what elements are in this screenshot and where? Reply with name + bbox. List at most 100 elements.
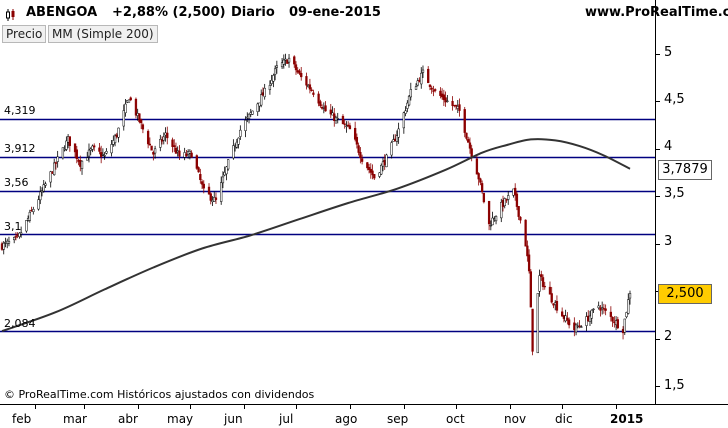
price-candle[interactable]	[280, 57, 284, 69]
price-candle[interactable]	[479, 177, 482, 186]
price-candle[interactable]	[113, 133, 117, 147]
price-candle[interactable]	[89, 147, 92, 156]
ticker-symbol[interactable]: ABENGOA	[26, 5, 98, 20]
price-candle[interactable]	[173, 139, 176, 152]
price-candle[interactable]	[407, 95, 411, 107]
price-candle[interactable]	[138, 113, 141, 124]
price-candle[interactable]	[588, 310, 592, 327]
price-candle[interactable]	[209, 192, 212, 205]
price-candle[interactable]	[580, 325, 583, 328]
price-candle[interactable]	[73, 143, 77, 158]
price-candle[interactable]	[467, 136, 470, 143]
price-candle[interactable]	[226, 159, 230, 171]
price-candle[interactable]	[444, 91, 447, 107]
price-candle[interactable]	[101, 148, 105, 157]
price-candle[interactable]	[515, 191, 519, 211]
price-candle[interactable]	[541, 274, 545, 291]
price-candle[interactable]	[160, 136, 164, 145]
price-candle[interactable]	[140, 118, 143, 129]
price-candle[interactable]	[397, 122, 400, 144]
price-candle[interactable]	[526, 240, 529, 262]
price-candle[interactable]	[355, 133, 359, 149]
price-candle[interactable]	[371, 164, 374, 180]
price-candle[interactable]	[414, 83, 418, 90]
price-candle[interactable]	[117, 127, 120, 143]
price-candle[interactable]	[129, 96, 132, 101]
price-candle[interactable]	[324, 101, 327, 112]
price-candle[interactable]	[500, 198, 503, 223]
price-candle[interactable]	[357, 142, 360, 156]
price-candle[interactable]	[477, 172, 480, 186]
price-candle[interactable]	[247, 113, 251, 124]
price-candle[interactable]	[86, 151, 89, 161]
price-candle[interactable]	[550, 286, 553, 304]
price-candle[interactable]	[199, 168, 202, 184]
price-candle[interactable]	[380, 163, 383, 176]
price-candle[interactable]	[166, 126, 169, 145]
price-candle[interactable]	[220, 176, 223, 205]
price-candle[interactable]	[190, 150, 193, 158]
price-candle[interactable]	[343, 119, 346, 129]
price-candle[interactable]	[122, 104, 125, 131]
price-candle[interactable]	[345, 121, 348, 133]
moving-average-line[interactable]	[1, 138, 631, 333]
price-candle[interactable]	[53, 158, 56, 176]
price-candle[interactable]	[458, 98, 461, 117]
price-candle[interactable]	[540, 270, 543, 281]
price-candle[interactable]	[430, 85, 433, 94]
price-candle[interactable]	[110, 140, 113, 157]
price-candle[interactable]	[272, 73, 275, 88]
price-candle[interactable]	[390, 140, 393, 159]
price-candle[interactable]	[319, 99, 322, 108]
price-legend-chip[interactable]: Precio	[2, 25, 47, 43]
price-candle[interactable]	[538, 269, 541, 297]
price-candle[interactable]	[592, 308, 595, 313]
price-candle[interactable]	[465, 132, 468, 141]
price-candle[interactable]	[61, 147, 65, 160]
price-candle[interactable]	[19, 226, 23, 238]
price-candle[interactable]	[468, 137, 472, 154]
price-candle[interactable]	[127, 99, 131, 103]
price-candle[interactable]	[221, 171, 225, 189]
price-candle[interactable]	[39, 186, 42, 205]
price-candle[interactable]	[263, 83, 266, 100]
price-candle[interactable]	[385, 153, 388, 168]
price-candle[interactable]	[427, 66, 430, 84]
price-candle[interactable]	[171, 137, 174, 153]
price-candle[interactable]	[451, 96, 454, 111]
price-candle[interactable]	[225, 166, 228, 181]
price-candle[interactable]	[44, 181, 47, 189]
price-candle[interactable]	[200, 179, 204, 190]
price-candle[interactable]	[494, 215, 498, 225]
price-candle[interactable]	[507, 190, 510, 205]
price-candle[interactable]	[597, 301, 600, 310]
price-candle[interactable]	[87, 143, 91, 163]
price-candle[interactable]	[566, 312, 569, 325]
price-candle[interactable]	[202, 180, 205, 194]
price-candle[interactable]	[531, 308, 534, 356]
price-candle[interactable]	[305, 72, 308, 90]
price-candle[interactable]	[159, 134, 162, 152]
price-candle[interactable]	[367, 163, 371, 174]
price-candle[interactable]	[378, 172, 381, 179]
price-candle[interactable]	[56, 150, 59, 168]
price-candle[interactable]	[103, 152, 106, 160]
price-candle[interactable]	[514, 183, 517, 201]
price-candle[interactable]	[574, 323, 578, 336]
price-candle[interactable]	[37, 195, 40, 211]
price-candle[interactable]	[527, 249, 531, 274]
price-candle[interactable]	[353, 121, 357, 142]
price-candle[interactable]	[150, 145, 153, 151]
price-candle[interactable]	[65, 136, 68, 152]
price-candle[interactable]	[489, 220, 492, 231]
price-candle[interactable]	[611, 316, 614, 327]
price-candle[interactable]	[237, 137, 240, 149]
price-candle[interactable]	[487, 200, 491, 231]
price-candle[interactable]	[49, 170, 52, 188]
price-candle[interactable]	[270, 74, 273, 86]
price-candle[interactable]	[599, 304, 602, 317]
price-candle[interactable]	[555, 295, 559, 314]
price-candle[interactable]	[505, 198, 508, 203]
price-candle[interactable]	[134, 97, 138, 119]
price-candle[interactable]	[432, 85, 435, 97]
